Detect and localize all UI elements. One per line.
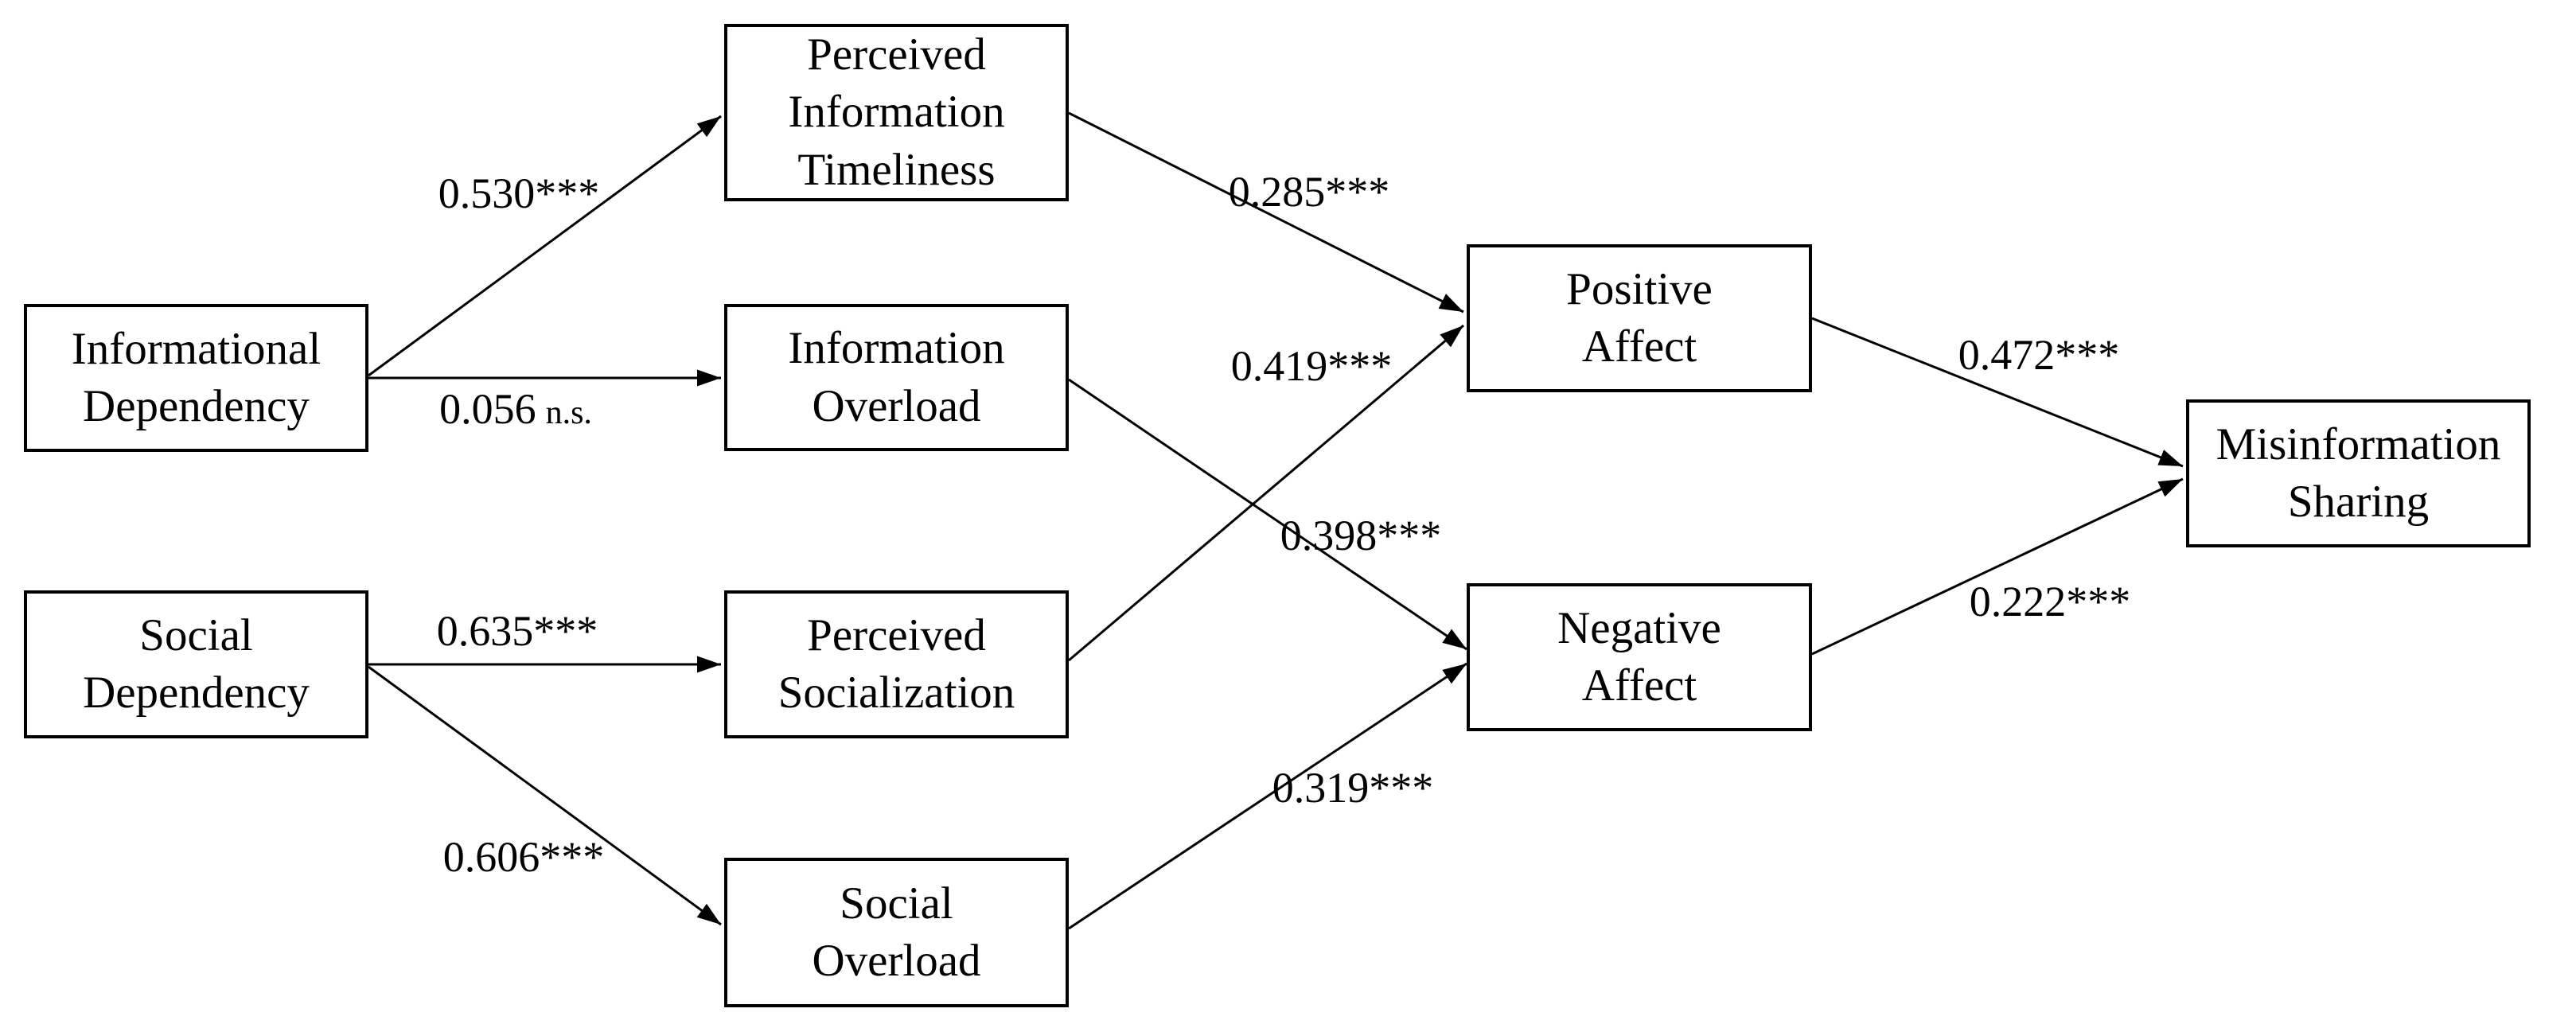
significance-stars: *** (2066, 578, 2131, 625)
edge-infodep-to-timeliness (368, 115, 722, 377)
edge-label-socoverload-negative: 0.319*** (1272, 763, 1434, 812)
edge-label-timeliness-positive: 0.285*** (1229, 167, 1390, 216)
edge-infooverload-to-negative (1068, 378, 1467, 651)
coefficient-value: 0.285 (1228, 168, 1326, 216)
significance-stars: *** (540, 833, 605, 881)
coefficient-value: 0.530 (438, 169, 536, 217)
node-informational-dependency: Informational Dependency (24, 304, 368, 452)
coefficient-value: 0.635 (436, 607, 534, 655)
node-label: Informational Dependency (71, 323, 322, 431)
edge-label-positive-missharing: 0.472*** (1958, 330, 2120, 380)
node-misinformation-sharing: Misinformation Sharing (2186, 399, 2531, 547)
node-label: Perceived Information Timeliness (788, 29, 1005, 195)
node-negative-affect: Negative Affect (1467, 583, 1812, 731)
significance-stars: *** (1377, 512, 1442, 559)
edge-timeliness-to-positive (1068, 111, 1464, 313)
node-label: Negative Affect (1557, 602, 1721, 711)
significance-stars: *** (535, 169, 600, 217)
node-social-overload: Social Overload (724, 858, 1069, 1007)
coefficient-value: 0.319 (1272, 764, 1370, 812)
coefficient-value: 0.606 (442, 833, 540, 881)
significance-ns: n.s. (545, 395, 592, 431)
node-perceived-socialization: Perceived Socialization (724, 590, 1069, 738)
significance-stars: *** (1327, 342, 1393, 390)
edge-socdep-to-socoverload (368, 665, 722, 926)
node-positive-affect: Positive Affect (1467, 244, 1812, 392)
node-label: Information Overload (788, 323, 1005, 431)
significance-stars: *** (1325, 168, 1390, 216)
edge-label-socdep-socoverload: 0.606*** (443, 832, 605, 882)
edge-label-negative-missharing: 0.222*** (1970, 577, 2131, 626)
node-information-overload: Information Overload (724, 304, 1069, 451)
node-label: Social Dependency (83, 609, 310, 718)
node-label: Perceived Socialization (777, 609, 1015, 718)
edge-label-infodep-timeliness: 0.530*** (438, 169, 600, 218)
edge-label-socdep-socialization: 0.635*** (437, 606, 598, 656)
coefficient-value: 0.472 (1958, 331, 2056, 379)
edge-positive-to-missharing (1811, 317, 2184, 468)
node-label: Positive Affect (1566, 263, 1713, 372)
coefficient-value: 0.419 (1230, 342, 1328, 390)
edge-negative-to-missharing (1811, 477, 2184, 656)
edge-label-infooverload-negative: 0.398*** (1280, 511, 1442, 560)
significance-stars: *** (2055, 331, 2120, 379)
significance-stars: *** (533, 607, 598, 655)
node-label: Social Overload (812, 878, 981, 986)
node-label: Misinformation Sharing (2216, 419, 2501, 527)
edge-label-socialization-positive: 0.419*** (1231, 341, 1393, 391)
edge-socoverload-to-negative (1068, 662, 1467, 930)
coefficient-value: 0.056 (439, 385, 536, 433)
coefficient-value: 0.222 (1969, 578, 2067, 625)
coefficient-value: 0.398 (1280, 512, 1378, 559)
node-perceived-information-timeliness: Perceived Information Timeliness (724, 24, 1069, 201)
edge-socialization-to-positive (1068, 324, 1464, 662)
edge-label-infodep-infooverload: 0.056 n.s. (439, 384, 592, 434)
node-social-dependency: Social Dependency (24, 590, 368, 738)
significance-stars: *** (1369, 764, 1434, 812)
